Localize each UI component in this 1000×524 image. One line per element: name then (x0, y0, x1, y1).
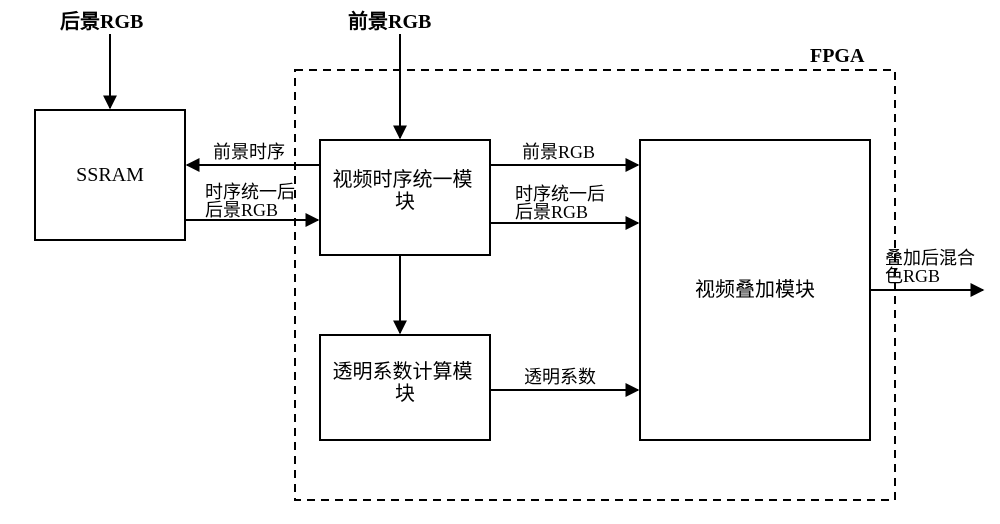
edge-fg-rgb-label: 前景RGB (522, 142, 595, 162)
input-foreground-rgb-label: 前景RGB (348, 9, 431, 33)
edge-output-label: 叠加后混合 色RGB (885, 248, 980, 286)
input-background-rgb-label: 后景RGB (60, 10, 143, 33)
node-overlay-label: 视频叠加模块 (695, 278, 815, 301)
edge-fg-timing-label: 前景时序 (213, 142, 285, 162)
node-ssram-label: SSRAM (76, 164, 144, 186)
edge-unified-bg-rgb-right-label: 时序统一后 后景RGB (515, 184, 610, 222)
edge-alpha-coef-label: 透明系数 (524, 367, 596, 387)
edge-unified-bg-rgb-left-label: 时序统一后 后景RGB (205, 182, 300, 220)
fpga-label: FPGA (810, 45, 865, 67)
